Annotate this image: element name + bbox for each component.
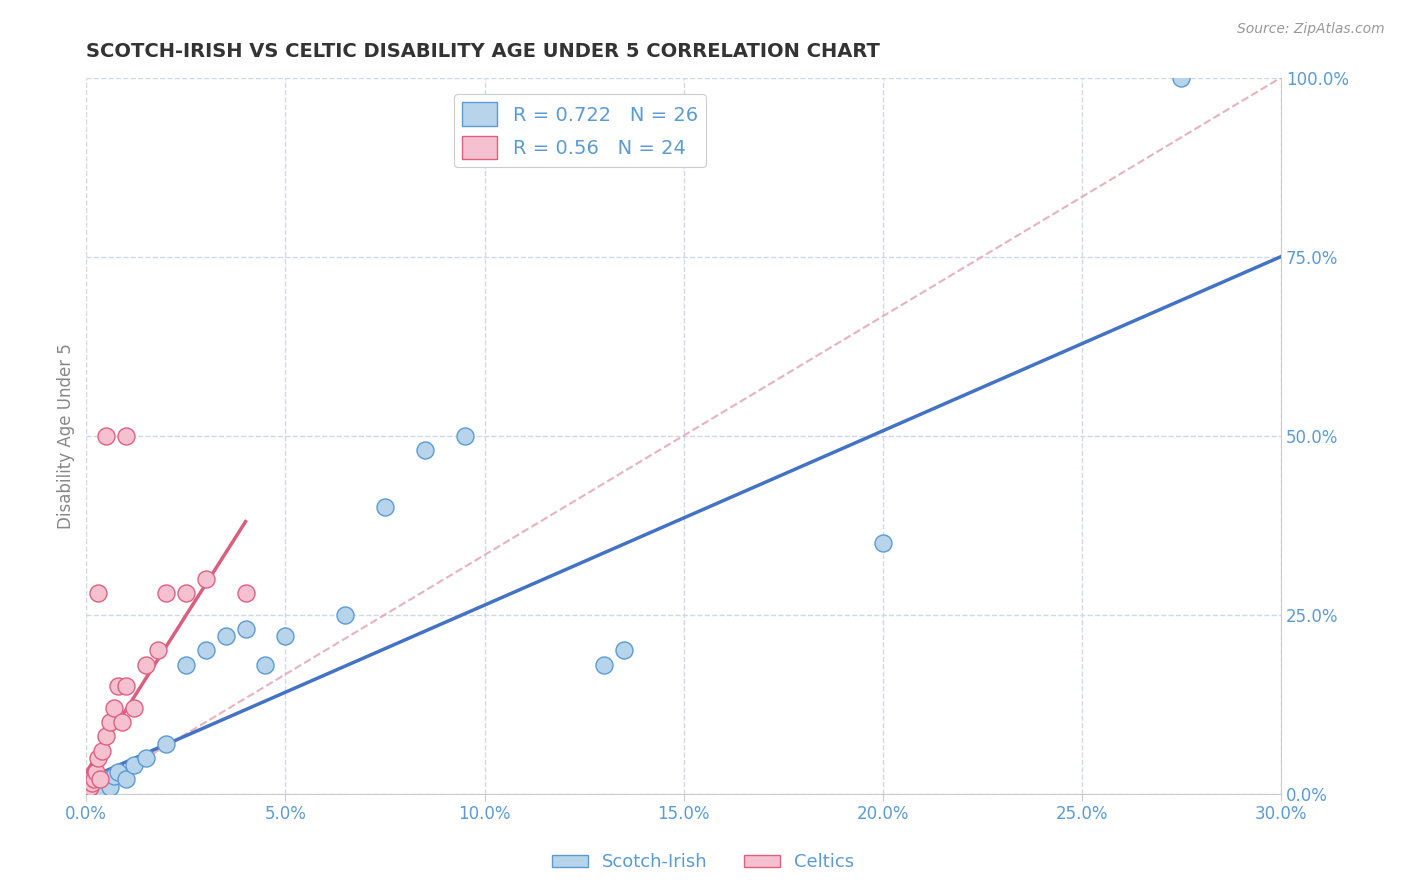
Point: [107, 765, 129, 780]
Point: [135, 657, 157, 672]
Point: [83, 772, 105, 787]
Point: [111, 714, 134, 729]
Point: [87, 776, 110, 790]
Point: [96, 772, 118, 787]
Point: [413, 442, 436, 457]
Point: [274, 629, 297, 643]
Point: [593, 657, 616, 672]
Point: [115, 679, 138, 693]
Point: [613, 643, 636, 657]
Point: [103, 769, 125, 783]
Point: [96, 428, 118, 442]
Text: SCOTCH-IRISH VS CELTIC DISABILITY AGE UNDER 5 CORRELATION CHART: SCOTCH-IRISH VS CELTIC DISABILITY AGE UN…: [86, 42, 880, 61]
Point: [194, 643, 217, 657]
Point: [98, 714, 121, 729]
Point: [194, 572, 217, 586]
Point: [79, 780, 101, 794]
Point: [87, 751, 110, 765]
Point: [79, 780, 101, 794]
Point: [1170, 70, 1192, 85]
Point: [155, 737, 177, 751]
Text: Source: ZipAtlas.com: Source: ZipAtlas.com: [1237, 22, 1385, 37]
Point: [87, 586, 110, 600]
Point: [84, 765, 107, 780]
Point: [122, 700, 145, 714]
Point: [83, 783, 105, 797]
Point: [333, 607, 356, 622]
Legend: Scotch-Irish, Celtics: Scotch-Irish, Celtics: [544, 847, 862, 879]
Point: [115, 772, 138, 787]
Legend: R = 0.722   N = 26, R = 0.56   N = 24: R = 0.722 N = 26, R = 0.56 N = 24: [454, 95, 706, 167]
Point: [146, 643, 169, 657]
Point: [235, 622, 257, 636]
Point: [215, 629, 238, 643]
Point: [135, 751, 157, 765]
Point: [453, 428, 475, 442]
Point: [89, 772, 111, 787]
Point: [254, 657, 277, 672]
Point: [174, 657, 197, 672]
Point: [107, 679, 129, 693]
Point: [103, 700, 125, 714]
Point: [155, 586, 177, 600]
Point: [122, 758, 145, 772]
Point: [115, 428, 138, 442]
Point: [91, 783, 114, 797]
Point: [98, 780, 121, 794]
Point: [96, 730, 118, 744]
Y-axis label: Disability Age Under 5: Disability Age Under 5: [58, 343, 75, 529]
Point: [91, 744, 114, 758]
Point: [174, 586, 197, 600]
Point: [374, 500, 396, 515]
Point: [82, 776, 104, 790]
Point: [235, 586, 257, 600]
Point: [77, 783, 100, 797]
Point: [872, 536, 894, 550]
